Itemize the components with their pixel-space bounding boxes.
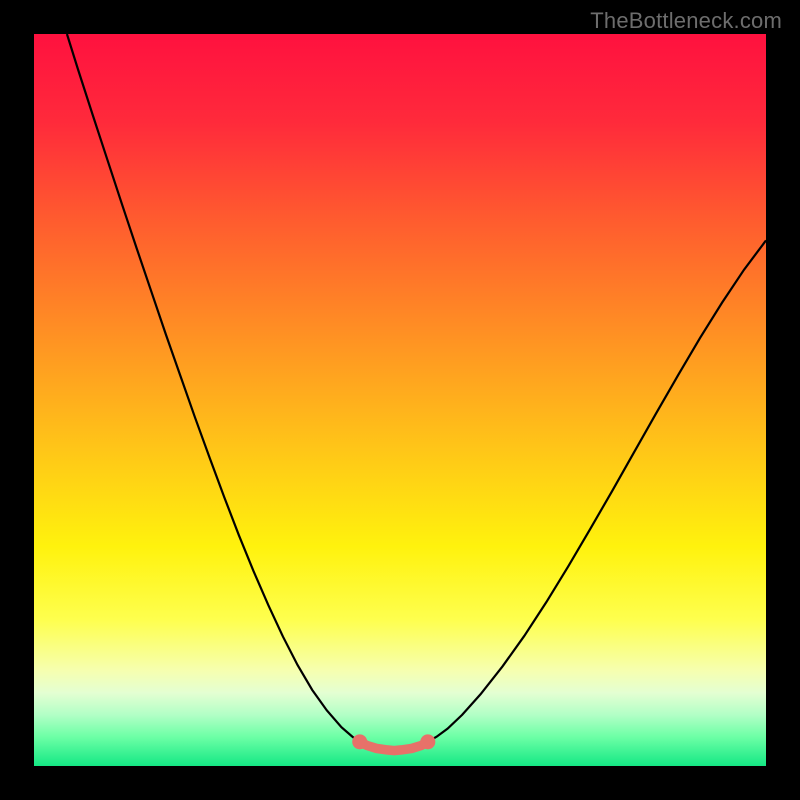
chart-background — [34, 34, 766, 766]
valley-endpoint-right — [420, 734, 435, 749]
chart-svg — [34, 34, 766, 766]
watermark-text: TheBottleneck.com — [590, 8, 782, 34]
bottleneck-chart — [34, 34, 766, 766]
valley-endpoint-left — [352, 734, 367, 749]
